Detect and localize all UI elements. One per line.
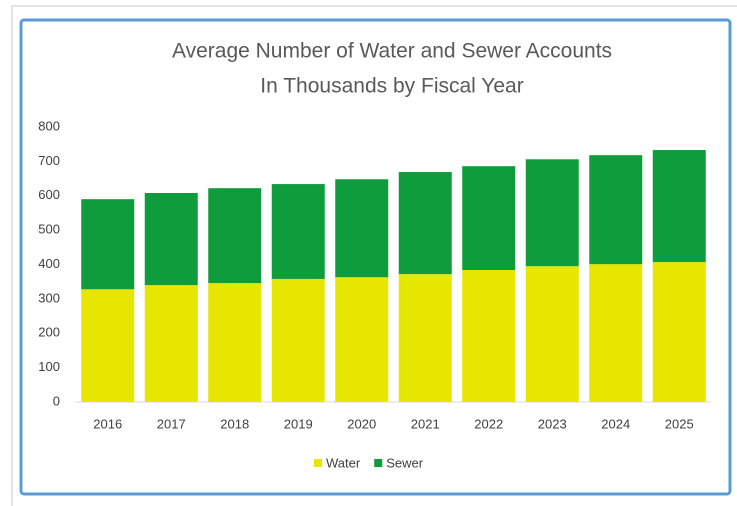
bar-segment: [335, 179, 389, 278]
bar-segment: [398, 274, 452, 402]
bar-segment: [462, 270, 516, 402]
chart-title: In Thousands by Fiscal Year: [260, 75, 523, 98]
bar-segment: [462, 166, 516, 270]
bar-segment: [81, 199, 135, 290]
y-tick-label: 500: [38, 222, 60, 237]
bar-segment: [208, 283, 262, 402]
chart-title: Average Number of Water and Sewer Accoun…: [172, 40, 612, 63]
y-tick-label: 100: [38, 359, 60, 374]
y-tick-label: 600: [38, 187, 60, 202]
legend-label: Water: [326, 455, 361, 470]
x-tick-label: 2022: [474, 416, 503, 431]
x-tick-label: 2020: [347, 416, 376, 431]
bar-segment: [81, 289, 135, 402]
bar-segment: [208, 188, 262, 284]
bar-segment: [652, 150, 706, 263]
bar-segment: [144, 285, 198, 402]
x-tick-label: 2019: [284, 416, 313, 431]
y-tick-label: 400: [38, 256, 60, 271]
x-tick-label: 2016: [93, 416, 122, 431]
x-tick-label: 2025: [665, 416, 694, 431]
x-tick-label: 2023: [538, 416, 567, 431]
bar-segment: [525, 159, 579, 267]
bar-segment: [589, 155, 643, 265]
legend-swatch: [374, 459, 383, 467]
bar-segment: [144, 193, 198, 286]
bar-segment: [335, 277, 389, 402]
x-tick-label: 2017: [157, 416, 186, 431]
bar-segment: [525, 266, 579, 402]
bar-segment: [271, 184, 325, 279]
legend-swatch: [314, 459, 322, 467]
y-tick-label: 800: [38, 118, 60, 133]
y-tick-label: 200: [38, 325, 60, 340]
y-tick-label: 0: [53, 393, 60, 408]
y-tick-label: 300: [38, 290, 60, 305]
legend-label: Sewer: [386, 455, 424, 470]
bar-segment: [589, 264, 643, 402]
x-tick-label: 2021: [411, 416, 440, 431]
bar-segment: [398, 172, 452, 275]
x-tick-label: 2018: [220, 416, 249, 431]
y-tick-label: 700: [38, 153, 60, 168]
bar-segment: [271, 278, 325, 402]
bar-segment: [652, 262, 706, 402]
x-tick-label: 2024: [601, 416, 630, 431]
